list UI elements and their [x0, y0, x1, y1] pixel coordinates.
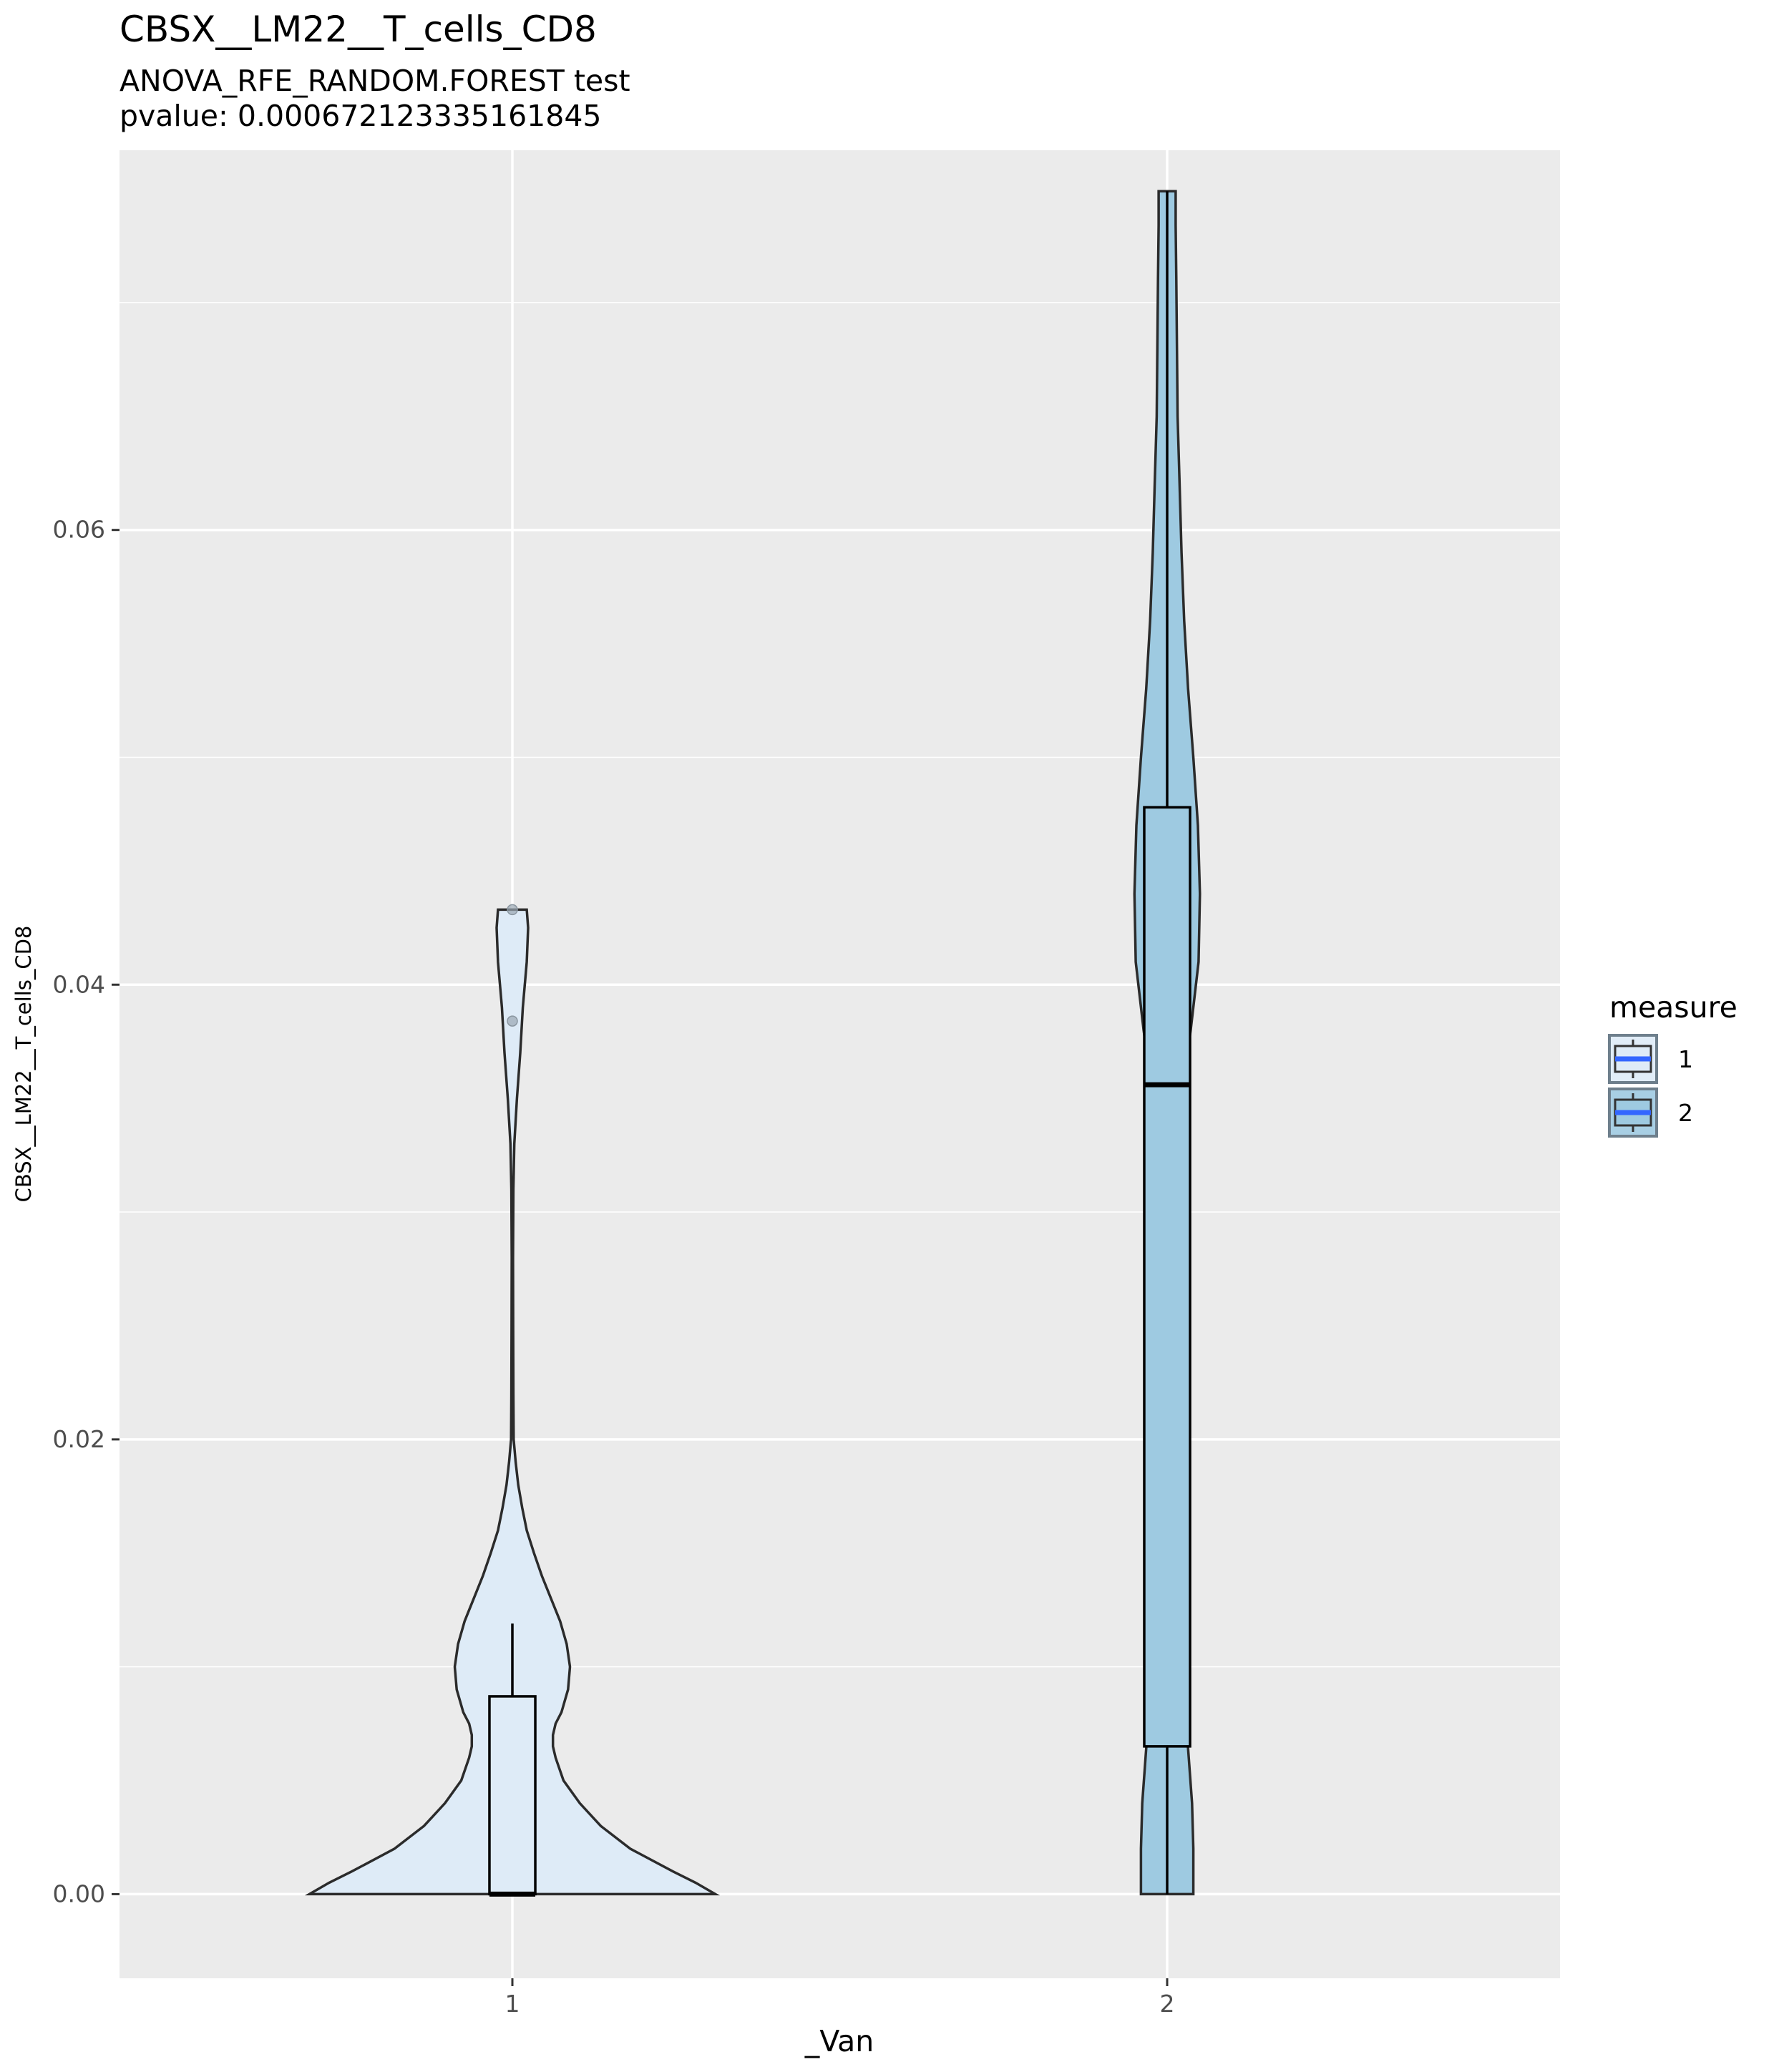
- y-tick-label: 0.04: [53, 970, 105, 998]
- plot-panel: [120, 150, 1560, 1978]
- legend-label-2: 2: [1678, 1099, 1693, 1127]
- legend-label-1: 1: [1678, 1045, 1693, 1073]
- x-tick-label: 2: [1160, 1990, 1175, 2018]
- legend-title: measure: [1609, 990, 1737, 1025]
- chart-subtitle-line-2: pvalue: 0.000672123335161845: [120, 99, 602, 133]
- axes: 0.00 0.02 0.04 0.06 1 2: [53, 516, 1175, 2018]
- box-2: [1143, 806, 1191, 1748]
- chart-title: CBSX__LM22__T_cells_CD8: [120, 9, 597, 50]
- y-axis-title: CBSX__LM22__T_cells_CD8: [11, 926, 36, 1203]
- x-tick-label: 1: [505, 1990, 520, 2018]
- box-1: [488, 1695, 537, 1896]
- y-tick-label: 0.06: [53, 516, 105, 544]
- outlier-point-1: [507, 1015, 518, 1027]
- violin-1: [304, 908, 721, 1896]
- legend: measure 1 2: [1608, 990, 1737, 1138]
- y-tick-label: 0.02: [53, 1425, 105, 1453]
- x-axis-title: _Van: [804, 2024, 874, 2058]
- chart-subtitle-line-1: ANOVA_RFE_RANDOM.FOREST test: [120, 64, 630, 98]
- outlier-point-1: [507, 904, 518, 916]
- data-layer: [304, 190, 1201, 1897]
- y-tick-label: 0.00: [53, 1880, 105, 1907]
